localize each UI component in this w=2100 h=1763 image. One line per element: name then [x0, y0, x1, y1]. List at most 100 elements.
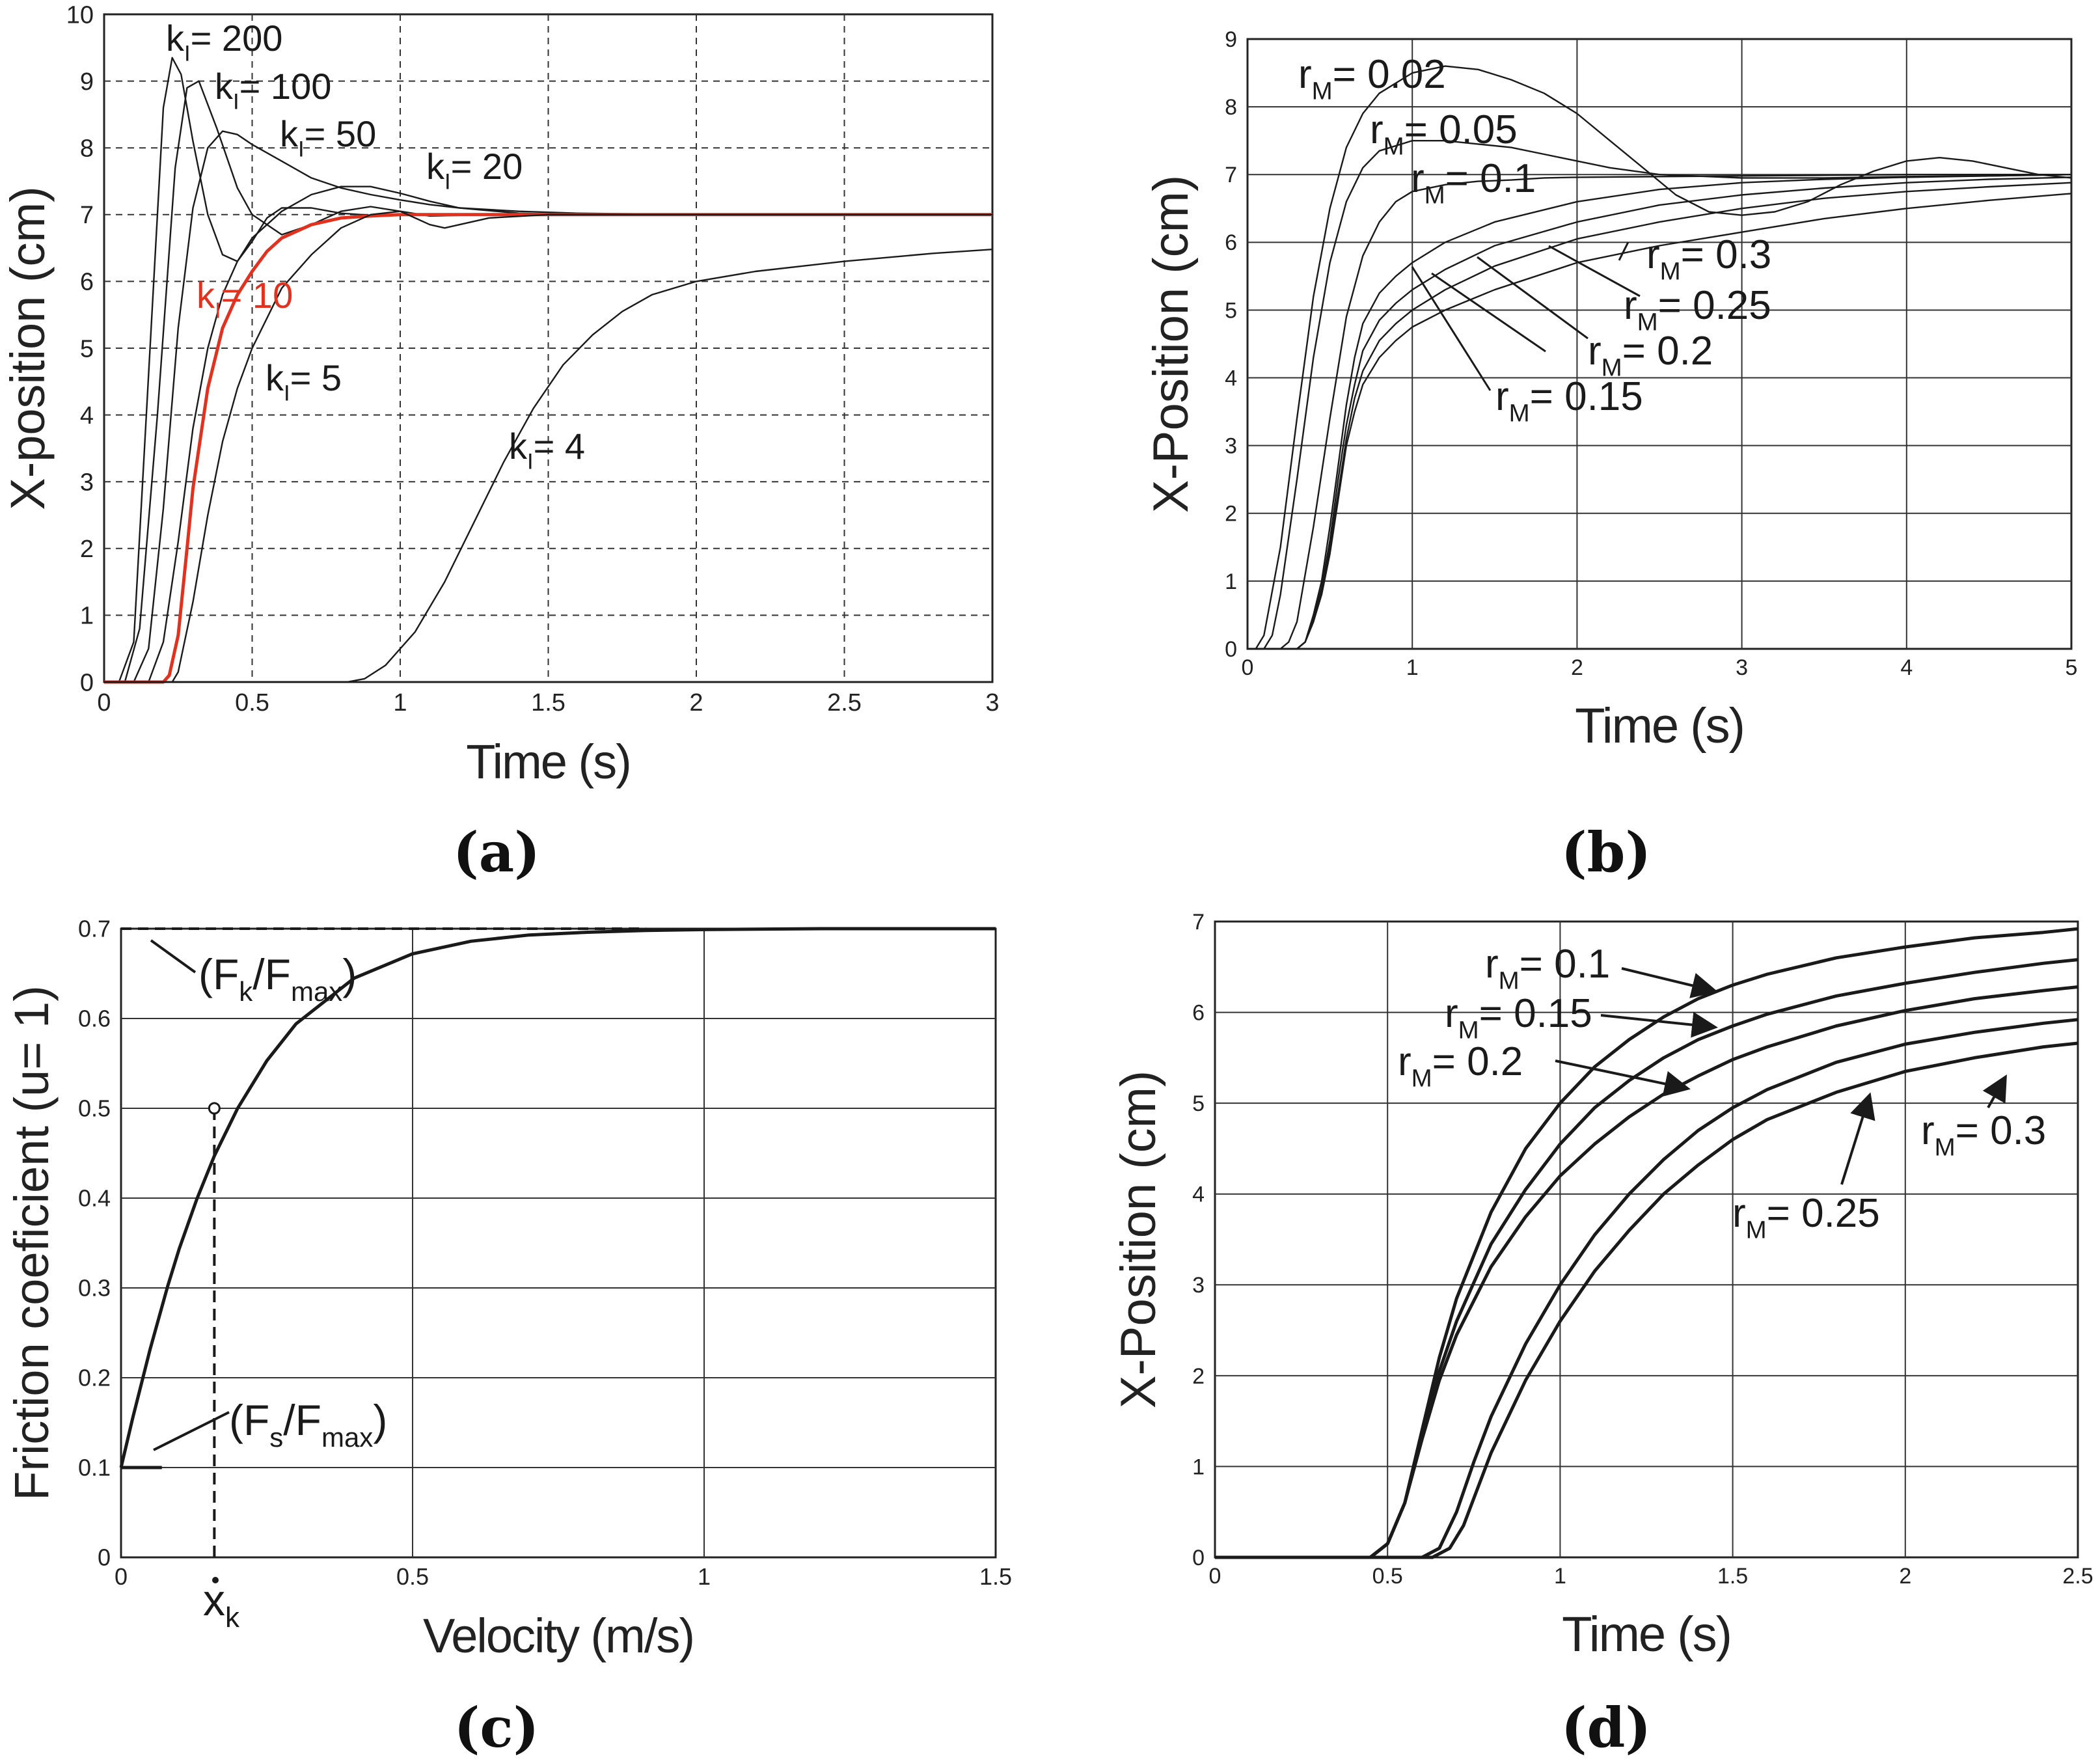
- x-tick-label: 0.5: [235, 689, 269, 717]
- x-tick-label: 2: [689, 689, 703, 717]
- series-label-rest: = 0.02: [1333, 52, 1446, 97]
- x-tick-label: 2: [1899, 1564, 1911, 1589]
- y-tick-label: 9: [80, 68, 94, 96]
- y-tick-label: 0.4: [78, 1185, 111, 1212]
- y-tick-label: 0: [80, 669, 94, 696]
- series-label-sub: I: [527, 450, 534, 474]
- chart-panel-d: 0 0.5 1 1.5 2 2.5 0 1 2 3 4 5 6 7 Time (s) X-Position (…: [1111, 910, 2093, 1662]
- x-tick-label: 0: [1242, 655, 1254, 680]
- series-label-main: r: [1411, 156, 1425, 201]
- x-axis-label: Time (s): [1562, 1607, 1731, 1662]
- annotation-fs-close: ): [373, 1396, 387, 1444]
- series-label-sub: M: [1746, 1216, 1767, 1244]
- x-tick-label: 2.5: [2062, 1564, 2093, 1589]
- series-label: rM= 0.3: [1646, 232, 1771, 285]
- series-label-main: k: [266, 357, 284, 398]
- series-label-main: r: [1495, 374, 1509, 419]
- y-tick-label: 5: [80, 335, 94, 362]
- chart-panel-a: 0 0.5 1 1.5 2 2.5 3 0 1 2 3 4 5 6 7 8 9 10 Time (s) X-posit…: [1, 1, 1000, 789]
- y-tick-label: 8: [80, 135, 94, 163]
- series-label: kI= 20: [426, 146, 523, 195]
- y-tick-label: 5: [1225, 298, 1237, 323]
- x-tick-label: 1.5: [979, 1563, 1012, 1590]
- x-tick-label: 1: [698, 1563, 711, 1590]
- x-tick-label: 1: [393, 689, 407, 717]
- annotation-fk-open: (F: [198, 950, 239, 998]
- series-label-main: r: [1398, 1039, 1411, 1084]
- y-tick-label: 6: [1192, 1000, 1205, 1025]
- series-label-rest: = 0.25: [1658, 283, 1771, 328]
- series-label-sub: I: [444, 170, 451, 195]
- y-axis-label: X-Position (cm): [1111, 1071, 1166, 1408]
- annotation-fk-close: ): [342, 950, 357, 998]
- x-tick-label: 0: [115, 1563, 128, 1590]
- series-label-sub: M: [1935, 1133, 1956, 1161]
- y-tick-label: 2: [80, 536, 94, 563]
- label-leader-line: [1411, 266, 1492, 391]
- series-line: [1248, 65, 2072, 650]
- x-tick-label: 5: [2066, 655, 2078, 680]
- y-tick-label: 6: [1225, 230, 1237, 255]
- series-label-rest: = 0.3: [1956, 1108, 2047, 1153]
- y-tick-label: 9: [1225, 27, 1237, 52]
- series-line: [1248, 174, 2072, 650]
- series-line: [104, 185, 992, 683]
- series-label-rest: = 0.1: [1520, 942, 1611, 987]
- label-leader-line: [1548, 245, 1641, 297]
- series-label: kI= 4: [509, 426, 585, 474]
- annotation-fk-leader: [150, 939, 197, 974]
- series-label: rM= 0.1: [1485, 942, 1610, 994]
- series-label-rest: = 20: [451, 146, 523, 187]
- annotation-fs-sub1: s: [269, 1422, 283, 1453]
- x-tick-label: 0: [97, 689, 111, 717]
- label-leader-line: [1477, 256, 1589, 340]
- series-label-rest: = 100: [239, 66, 332, 107]
- y-tick-label: 7: [1225, 163, 1237, 187]
- series-label: rM= 0.05: [1370, 107, 1518, 160]
- annotation-fk-sub2: max: [291, 976, 342, 1007]
- series-label-main: r: [1370, 107, 1384, 152]
- annotation-fs-sub2: max: [321, 1422, 373, 1453]
- series-label-sub: I: [184, 42, 191, 66]
- annotation-fk-mid: /F: [252, 950, 291, 998]
- series-line: [119, 927, 996, 1468]
- x-tick-label: 0: [1209, 1564, 1221, 1589]
- series-label-rest: = 0.25: [1767, 1191, 1880, 1236]
- series-label-main: r: [1588, 329, 1602, 374]
- series-label-main: r: [1485, 942, 1499, 987]
- x-tick-label: 1.5: [1717, 1564, 1748, 1589]
- x-tick-label: 1: [1406, 655, 1419, 680]
- series-label-sub: M: [1384, 132, 1404, 160]
- series-label-rest: = 5: [290, 357, 342, 398]
- series-label: rM= 0.15: [1445, 991, 1592, 1044]
- series-label: rM= 0.25: [1732, 1191, 1880, 1244]
- x-tick-label: 2: [1571, 655, 1583, 680]
- series-label: kI= 100: [215, 66, 331, 115]
- series-label-rest: = 0.2: [1622, 329, 1713, 374]
- x-tick-label: 3: [985, 689, 999, 717]
- y-tick-label: 0: [1225, 637, 1237, 662]
- x-axis-label: Velocity (m/s): [423, 1609, 694, 1663]
- panel-caption-d: (d): [1561, 1695, 1652, 1760]
- series-label-main: k: [197, 275, 215, 316]
- y-tick-label: 3: [80, 469, 94, 497]
- y-tick-label: 8: [1225, 95, 1237, 120]
- series-label-rest: = 10: [221, 275, 293, 316]
- y-tick-label: 0: [1192, 1546, 1205, 1570]
- label-leader-line: [1618, 241, 1630, 261]
- annotation-xk-dot: [212, 1577, 219, 1583]
- series-line: [1248, 176, 2072, 650]
- annotation-fk-sub1: k: [239, 976, 253, 1007]
- y-axis-label: X-Position (cm): [1143, 175, 1199, 513]
- annotation-xk-main: x: [203, 1576, 225, 1625]
- y-tick-label: 1: [80, 603, 94, 630]
- series-label: rM= 0.2: [1398, 1039, 1523, 1092]
- series-label: kI= 50: [280, 113, 376, 162]
- series-line: [104, 213, 992, 684]
- y-tick-label: 0.1: [78, 1455, 111, 1481]
- series-label-sub: I: [233, 90, 239, 115]
- series-label-rest: = 0.15: [1479, 991, 1592, 1036]
- y-tick-label: 3: [1225, 434, 1237, 459]
- annotation-xk: xk: [203, 1576, 240, 1633]
